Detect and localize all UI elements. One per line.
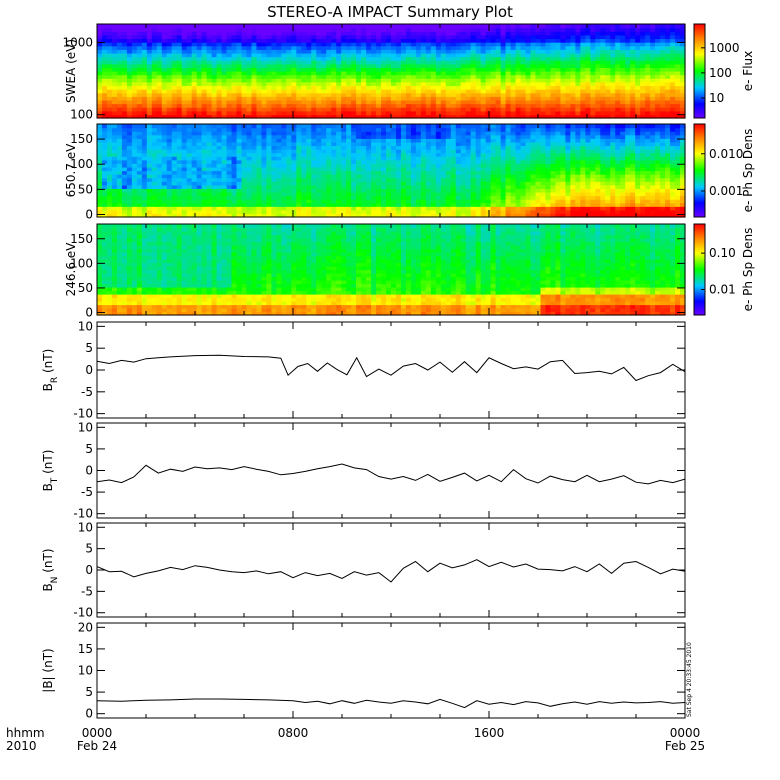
colorbar-tick-label: 0.001 — [709, 184, 743, 198]
colorbar-gradient — [693, 123, 706, 218]
y-tick-label: 5 — [85, 685, 93, 699]
heatmap-pad650 — [97, 124, 686, 218]
time-axis-row2-label: 2010 — [6, 739, 37, 753]
colorbar-gradient — [693, 223, 706, 316]
y-tick-label: 20 — [78, 620, 93, 634]
colorbar-tick-label: 0.10 — [709, 246, 736, 260]
y-tick-label: 0 — [85, 464, 93, 478]
time-tick-label: 0800 — [278, 726, 309, 740]
y-tick-label: -10 — [73, 507, 93, 521]
heatmap-swea — [97, 24, 686, 119]
colorbar-pad246: 0.01 0.10 e- Ph Sp Dens — [693, 223, 755, 316]
y-tick-label: 1000 — [62, 35, 93, 49]
colorbar-label: e- Ph Sp Dens — [741, 228, 755, 312]
colorbar-label: e- Flux — [741, 51, 755, 91]
series-line-br — [96, 354, 686, 382]
y-tick-label: 5 — [85, 542, 93, 556]
time-axis-row1-label: hhmm — [6, 726, 45, 740]
y-axis-label: 650.7 eV — [64, 143, 78, 198]
y-tick-label: 10 — [78, 520, 93, 534]
series-line-bn — [96, 559, 686, 583]
y-tick-label: -5 — [81, 485, 93, 499]
heatmap-pad246 — [97, 224, 686, 316]
date-tick-label: Feb 24 — [77, 739, 117, 753]
y-axis-label: BT (nT) — [41, 450, 60, 492]
y-tick-label: -5 — [81, 385, 93, 399]
panel-bn: -10 -5 0 5 10 BN (nT) — [41, 520, 686, 620]
y-tick-label: 100 — [70, 108, 93, 122]
y-axis-label: SWEA (eV) — [64, 39, 78, 103]
panel-br: -10 -5 0 5 10 BR (nT) — [41, 319, 686, 421]
run-timestamp: Sat Sep 4 20:33:45 2010 — [686, 642, 693, 717]
panel-frame — [96, 522, 686, 618]
colorbar-tick-label: 0.01 — [709, 283, 736, 297]
time-tick-label: 0000 — [670, 726, 701, 740]
panel-frame — [96, 321, 686, 419]
y-axis-label: 246.6 eV — [64, 242, 78, 297]
y-tick-label: -10 — [73, 407, 93, 421]
y-tick-label: 0 — [85, 306, 93, 320]
y-tick-label: 5 — [85, 341, 93, 355]
y-axis-label: BR (nT) — [41, 349, 60, 392]
time-tick-label: 1600 — [474, 726, 505, 740]
colorbar-gradient — [693, 23, 706, 119]
y-tick-label: 100 — [70, 157, 93, 171]
colorbar-tick-label: 1000 — [709, 41, 740, 55]
y-tick-label: -5 — [81, 584, 93, 598]
series-line-bmag — [96, 698, 686, 709]
y-tick-label: 5 — [85, 442, 93, 456]
colorbar-tick-label: 100 — [709, 66, 732, 80]
y-tick-label: 0 — [85, 563, 93, 577]
y-tick-label: -10 — [73, 606, 93, 620]
y-tick-label: 50 — [78, 281, 93, 295]
y-tick-label: 150 — [70, 232, 93, 246]
panel-bt: -10 -5 0 5 10 BT (nT) — [41, 420, 686, 521]
date-tick-label: Feb 25 — [665, 739, 705, 753]
time-tick-label: 0000 — [82, 726, 113, 740]
colorbar-tick-label: 0.010 — [709, 147, 743, 161]
y-tick-label: 0 — [85, 363, 93, 377]
colorbar-label: e- Ph Sp Dens — [741, 129, 755, 213]
y-tick-label: 100 — [70, 256, 93, 270]
y-tick-label: 10 — [78, 319, 93, 333]
y-tick-label: 0 — [85, 707, 93, 721]
y-tick-label: 10 — [78, 664, 93, 678]
y-axis-label: BN (nT) — [41, 548, 60, 591]
panel-bmag: 0 5 10 15 20 |B| (nT) — [41, 620, 686, 721]
y-tick-label: 150 — [70, 132, 93, 146]
y-tick-label: 0 — [85, 207, 93, 221]
y-tick-label: 15 — [78, 642, 93, 656]
y-axis-label: |B| (nT) — [41, 648, 55, 692]
plot-title: STEREO-A IMPACT Summary Plot — [267, 3, 513, 21]
series-line-bt — [96, 463, 686, 485]
y-tick-label: 50 — [78, 182, 93, 196]
y-tick-label: 10 — [78, 420, 93, 434]
colorbar-tick-label: 10 — [709, 91, 724, 105]
